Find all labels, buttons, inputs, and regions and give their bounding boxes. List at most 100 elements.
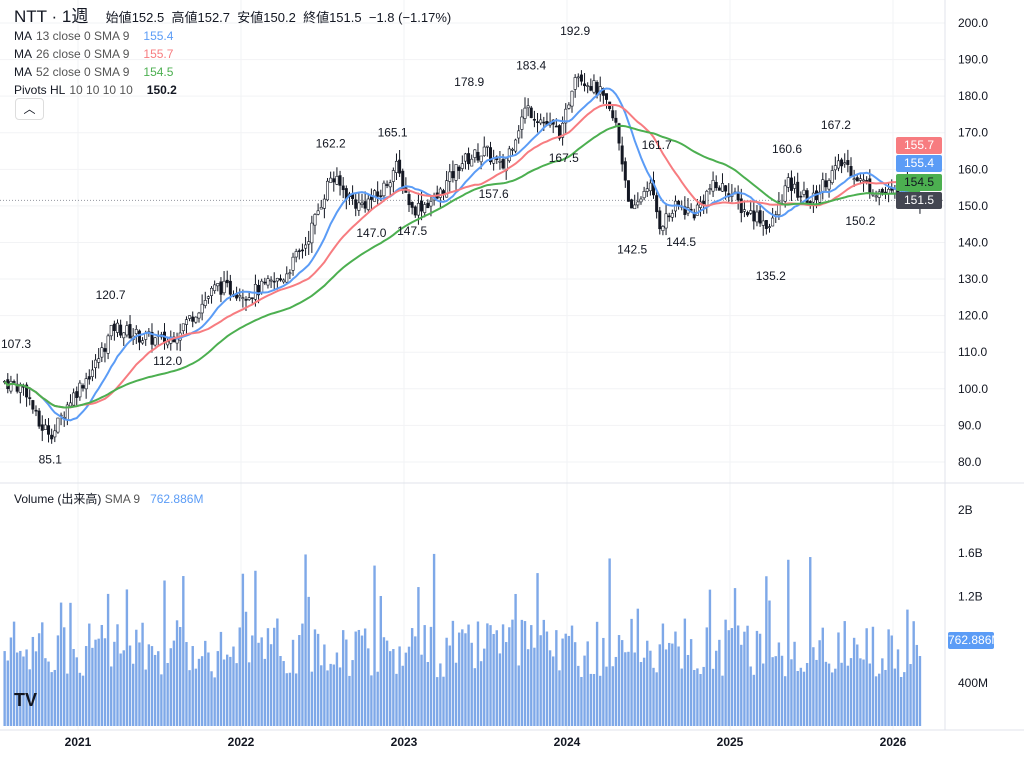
candle: [420, 191, 424, 221]
candle: [576, 73, 580, 88]
candle: [43, 418, 47, 430]
volume-bar: [37, 633, 41, 726]
volume-bar: [580, 676, 583, 726]
ohlc-values: 始値152.5 高値152.7 安値150.2 終値151.5 −1.8 (−1…: [105, 10, 452, 25]
candle: [407, 189, 411, 212]
candle: [376, 181, 380, 205]
candle: [451, 160, 455, 183]
volume-bar: [548, 650, 552, 726]
volume-tick-label: 1.2B: [958, 589, 983, 603]
collapse-legend-button[interactable]: ︿: [15, 98, 44, 120]
candle: [65, 401, 69, 426]
indicator-params: 10 10 10 10: [69, 83, 133, 97]
ma26-line: [3, 103, 921, 409]
indicator-name: MA: [14, 29, 32, 43]
volume-bar: [269, 644, 273, 726]
volume-bar: [94, 639, 97, 726]
volume-price-tag: 762.886M: [948, 632, 1002, 649]
volume-bar: [683, 618, 687, 726]
volume-legend: Volume (出来高) SMA 9 762.886M: [14, 492, 204, 506]
volume-bar: [840, 662, 843, 726]
volume-bar: [658, 644, 661, 726]
pivot-label: 150.2: [845, 214, 875, 228]
volume-bar: [103, 638, 107, 726]
indicator-value: 155.7: [143, 47, 174, 61]
indicator-name: MA: [14, 65, 32, 79]
volume-bar: [558, 670, 561, 726]
price-tick-label: 130.0: [958, 272, 988, 286]
candle: [614, 110, 618, 126]
pivot-label: 178.9: [454, 75, 484, 89]
volume-bar: [868, 663, 872, 726]
candle: [115, 319, 119, 338]
volume-bar: [730, 628, 734, 726]
candle: [523, 97, 527, 124]
indicator-row[interactable]: MA 26 close 0 SMA 9 155.7: [14, 45, 451, 63]
candle: [492, 149, 496, 171]
volume-bar: [100, 624, 104, 726]
volume-bar: [530, 625, 533, 726]
volume-bar: [743, 631, 746, 726]
volume-bar: [711, 668, 715, 726]
volume-bar: [282, 661, 285, 726]
volume-bar: [247, 662, 251, 726]
pivot-label: 157.6: [479, 187, 509, 201]
volume-bar: [47, 661, 50, 726]
volume-bar: [135, 629, 138, 726]
indicator-params: 52 close 0 SMA 9: [36, 65, 130, 79]
price-tick-label: 120.0: [958, 309, 988, 323]
volume-bar: [652, 667, 655, 726]
candle: [394, 153, 398, 181]
volume-bar: [169, 648, 172, 726]
volume-bar: [213, 677, 216, 726]
volume-bar: [815, 659, 818, 726]
candle: [708, 183, 712, 195]
price-tag: 155.4: [896, 155, 942, 172]
candle: [109, 324, 113, 341]
candle: [507, 145, 511, 163]
volume-bar: [332, 664, 335, 726]
volume-bar: [837, 632, 840, 726]
volume-bar: [182, 576, 185, 726]
volume-bar: [288, 672, 292, 726]
candle: [664, 203, 668, 236]
candle: [78, 380, 82, 401]
candle: [294, 248, 298, 263]
volume-bar: [294, 673, 298, 726]
volume-bar: [141, 622, 144, 726]
volume-bar: [567, 635, 571, 726]
candle: [630, 198, 634, 209]
candle: [620, 136, 624, 172]
volume-bar: [442, 676, 445, 726]
volume-bar: [122, 650, 125, 726]
indicator-row[interactable]: MA 13 close 0 SMA 9 155.4: [14, 27, 451, 45]
volume-bar: [843, 621, 846, 726]
volume-bar: [263, 658, 267, 726]
volume-bar: [178, 627, 182, 726]
volume-bar: [667, 642, 671, 726]
volume-bar: [175, 620, 179, 726]
symbol-title[interactable]: NTT · 1週: [14, 7, 89, 26]
candle: [661, 225, 665, 236]
volume-bar: [783, 676, 787, 726]
indicator-row[interactable]: MA 52 close 0 SMA 9 154.5: [14, 63, 451, 81]
candle: [222, 271, 226, 296]
volume-bar: [28, 669, 31, 726]
indicator-row[interactable]: Pivots HL 10 10 10 10 150.2: [14, 81, 451, 99]
volume-bar: [614, 656, 618, 726]
pivot-label: 85.1: [39, 452, 63, 466]
candle: [194, 316, 198, 324]
time-tick-label: 2026: [880, 735, 907, 749]
tradingview-logo[interactable]: TV: [14, 690, 38, 710]
volume-bar: [617, 635, 621, 726]
candle: [767, 223, 771, 233]
volume-bar: [50, 672, 53, 726]
volume-bar: [881, 658, 884, 726]
candle: [705, 189, 709, 214]
pivot-label: 120.7: [96, 288, 126, 302]
volume-bar: [153, 654, 157, 726]
time-tick-label: 2022: [228, 735, 255, 749]
volume-bar: [69, 602, 72, 726]
candle: [489, 141, 493, 165]
